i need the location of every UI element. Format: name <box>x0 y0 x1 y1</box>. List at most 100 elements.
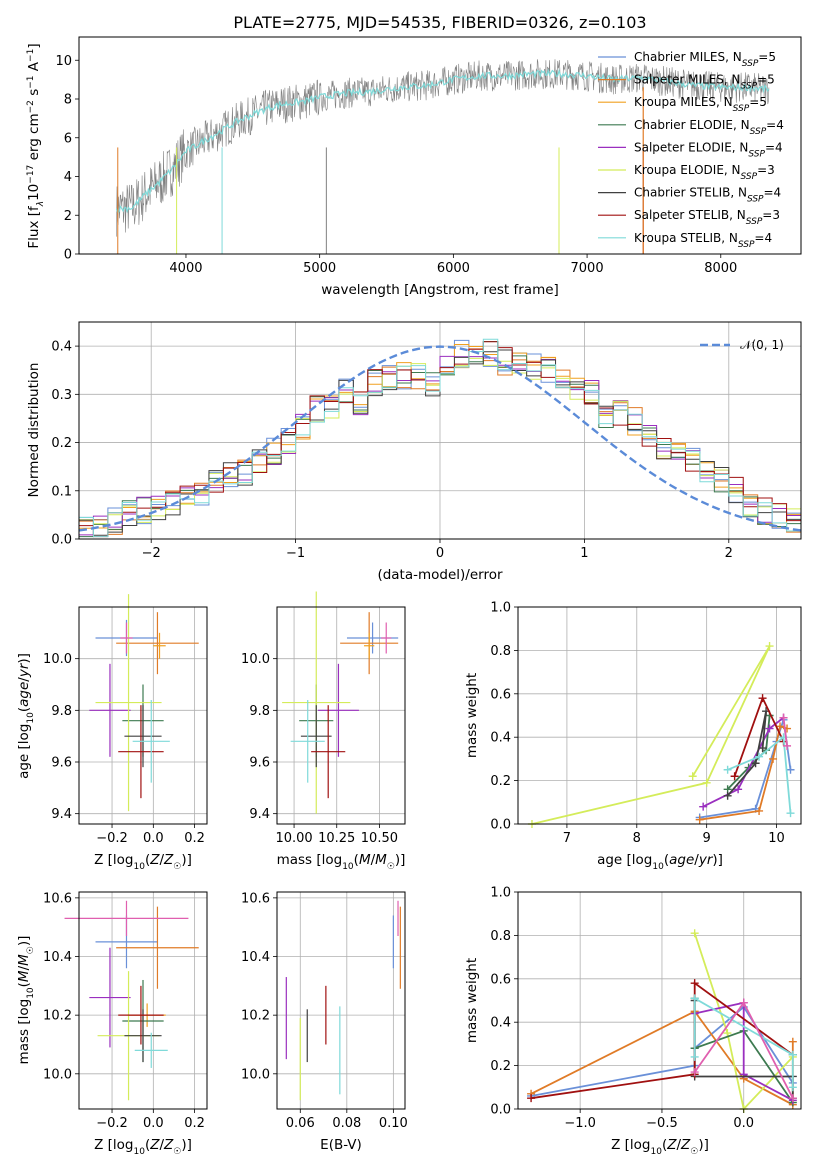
marker-plus <box>776 722 785 731</box>
marker-plus <box>765 642 774 651</box>
axes-frame <box>276 891 406 1110</box>
y-axis-label: Flux [fλ10−17 erg cm−2 s−1 A−1] <box>26 43 46 248</box>
marker-plus <box>788 1083 797 1092</box>
plot-area <box>79 338 801 539</box>
x-tick-label: 0.2 <box>184 831 205 846</box>
model-spectrum-line <box>115 68 770 214</box>
x-tick-label: 0.0 <box>143 1116 164 1131</box>
x-tick-label: −0.2 <box>96 1116 128 1131</box>
y-tick-label: 0.0 <box>51 533 72 548</box>
x-axis-label: age [log10(age/yr)] <box>597 852 723 872</box>
x-tick-label: 0.08 <box>332 1116 361 1131</box>
axes-frame <box>78 321 802 540</box>
x-tick-label: −2 <box>142 546 161 561</box>
marker-plus <box>734 785 743 794</box>
y-tick-label: 0.8 <box>490 644 511 659</box>
x-axis-label: Z [log10(Z/Z☉)] <box>94 852 192 872</box>
y-tick-label: 6 <box>64 131 72 146</box>
marker-plus <box>702 778 711 787</box>
legend-label: Salpeter STELIB, NSSP=3 <box>634 208 780 227</box>
y-tick-label: 4 <box>64 170 72 185</box>
marker-plus <box>755 806 764 815</box>
y-tick-label: 0.1 <box>51 484 72 499</box>
plot-area <box>115 59 770 254</box>
plot-area <box>527 642 795 828</box>
axes-frame <box>517 891 802 1110</box>
age-vs-metallicity-panel: −0.2 0.0 0.2 9.4 9.6 9.8 10.0 Z [log10(Z/Z☉)] ag… <box>16 594 208 872</box>
ticks: 10.00 10.25 10.50 9.4 9.6 9.8 10.0 <box>241 652 398 846</box>
y-tick-label: 0.0 <box>490 1103 511 1118</box>
y-tick-label: 0.4 <box>490 731 511 746</box>
residual-histogram-panel: −2 −1 0 1 2 0.0 0.1 0.2 0.3 0.4 𝒩(0, 1) (data-model… <box>26 321 802 583</box>
x-tick-label: −1.0 <box>564 1116 596 1131</box>
x-tick-label: 1 <box>580 546 588 561</box>
legend-label: Kroupa STELIB, NSSP=4 <box>634 231 772 250</box>
y-tick-label: 0.4 <box>51 340 72 355</box>
y-tick-label: 0 <box>64 248 72 263</box>
x-axis-label: wavelength [Angstrom, rest frame] <box>321 282 559 298</box>
marker-plus <box>758 694 767 703</box>
axes-frame <box>78 606 208 825</box>
y-tick-label: 0.3 <box>51 388 72 403</box>
y-tick-label: 0.2 <box>490 1059 511 1074</box>
marker-plus <box>755 752 764 761</box>
x-tick-label: 10 <box>768 831 785 846</box>
y-tick-label: 10.2 <box>43 1009 72 1024</box>
marker-plus <box>739 998 748 1007</box>
legend-label: 𝒩(0, 1) <box>740 338 784 352</box>
mass-weight-line <box>693 996 794 1088</box>
marker-plus <box>690 1052 699 1061</box>
marker-plus <box>769 754 778 763</box>
axes-frame <box>276 606 406 825</box>
y-axis-label: mass weight <box>464 673 480 758</box>
y-tick-label: 10.4 <box>43 950 72 965</box>
y-tick-label: 0.2 <box>51 436 72 451</box>
marker-plus <box>695 815 704 824</box>
marker-plus <box>699 802 708 811</box>
age-vs-mass-panel: 10.00 10.25 10.50 9.4 9.6 9.8 10.0 mass [log10(… <box>241 591 406 872</box>
marker-plus <box>690 994 699 1003</box>
x-tick-label: 0.0 <box>143 831 164 846</box>
y-tick-label: 10.6 <box>43 891 72 906</box>
marker-plus <box>751 759 760 768</box>
y-tick-label: 0.2 <box>490 774 511 789</box>
y-tick-label: 9.8 <box>249 704 270 719</box>
y-axis-label: age [log10(age/yr)] <box>16 653 36 779</box>
marker-plus <box>690 979 699 988</box>
y-tick-label: 0.8 <box>490 929 511 944</box>
x-tick-label: 6000 <box>437 261 470 276</box>
x-tick-label: 7000 <box>571 261 604 276</box>
x-axis-label: Z [log10(Z/Z☉)] <box>94 1137 192 1157</box>
y-tick-label: 9.6 <box>249 756 270 771</box>
legend-label: Kroupa ELODIE, NSSP=3 <box>634 163 775 182</box>
x-tick-label: 4000 <box>169 261 202 276</box>
gaussian-reference-curve <box>79 345 801 532</box>
x-axis-label: E(B-V) <box>320 1137 362 1153</box>
ticks: −1.0 −0.5 0.0 0.0 0.2 0.4 0.6 0.8 1.0 <box>490 886 754 1132</box>
x-axis-label: Z [log10(Z/Z☉)] <box>611 1137 709 1157</box>
x-tick-label: 0.06 <box>286 1116 315 1131</box>
y-tick-label: 8 <box>64 93 72 108</box>
y-tick-label: 10.0 <box>241 1067 270 1082</box>
x-tick-label: 0.0 <box>733 1116 754 1131</box>
x-tick-label: 2 <box>725 546 733 561</box>
x-tick-label: 0 <box>436 546 444 561</box>
legend-label: Salpeter ELODIE, NSSP=4 <box>634 140 783 159</box>
axes-frame <box>78 36 802 255</box>
mass-weight-vs-metallicity-panel: −1.0 −0.5 0.0 0.0 0.2 0.4 0.6 0.8 1.0 Z [log10(Z/… <box>464 886 802 1157</box>
marker-plus <box>788 1050 797 1059</box>
marker-plus <box>688 772 697 781</box>
mass-vs-metallicity-panel: −0.2 0.0 0.2 10.0 10.2 10.4 10.6 Z [log10(Z/Z☉)… <box>16 891 208 1157</box>
mass-weight-vs-age-panel: 7 8 9 10 0.0 0.2 0.4 0.6 0.8 1.0 age [log10(age/yr… <box>464 601 802 872</box>
x-tick-label: 8000 <box>704 261 737 276</box>
mass-weight-line <box>693 932 794 1111</box>
marker-plus <box>786 765 795 774</box>
marker-plus <box>690 929 699 938</box>
x-axis-label: mass [log10(M/M☉)] <box>277 852 406 872</box>
y-tick-label: 10 <box>55 54 72 69</box>
plot-area <box>527 929 797 1113</box>
y-tick-label: 0.6 <box>490 972 511 987</box>
y-tick-label: 9.6 <box>51 756 72 771</box>
mass-weight-line <box>726 711 767 797</box>
